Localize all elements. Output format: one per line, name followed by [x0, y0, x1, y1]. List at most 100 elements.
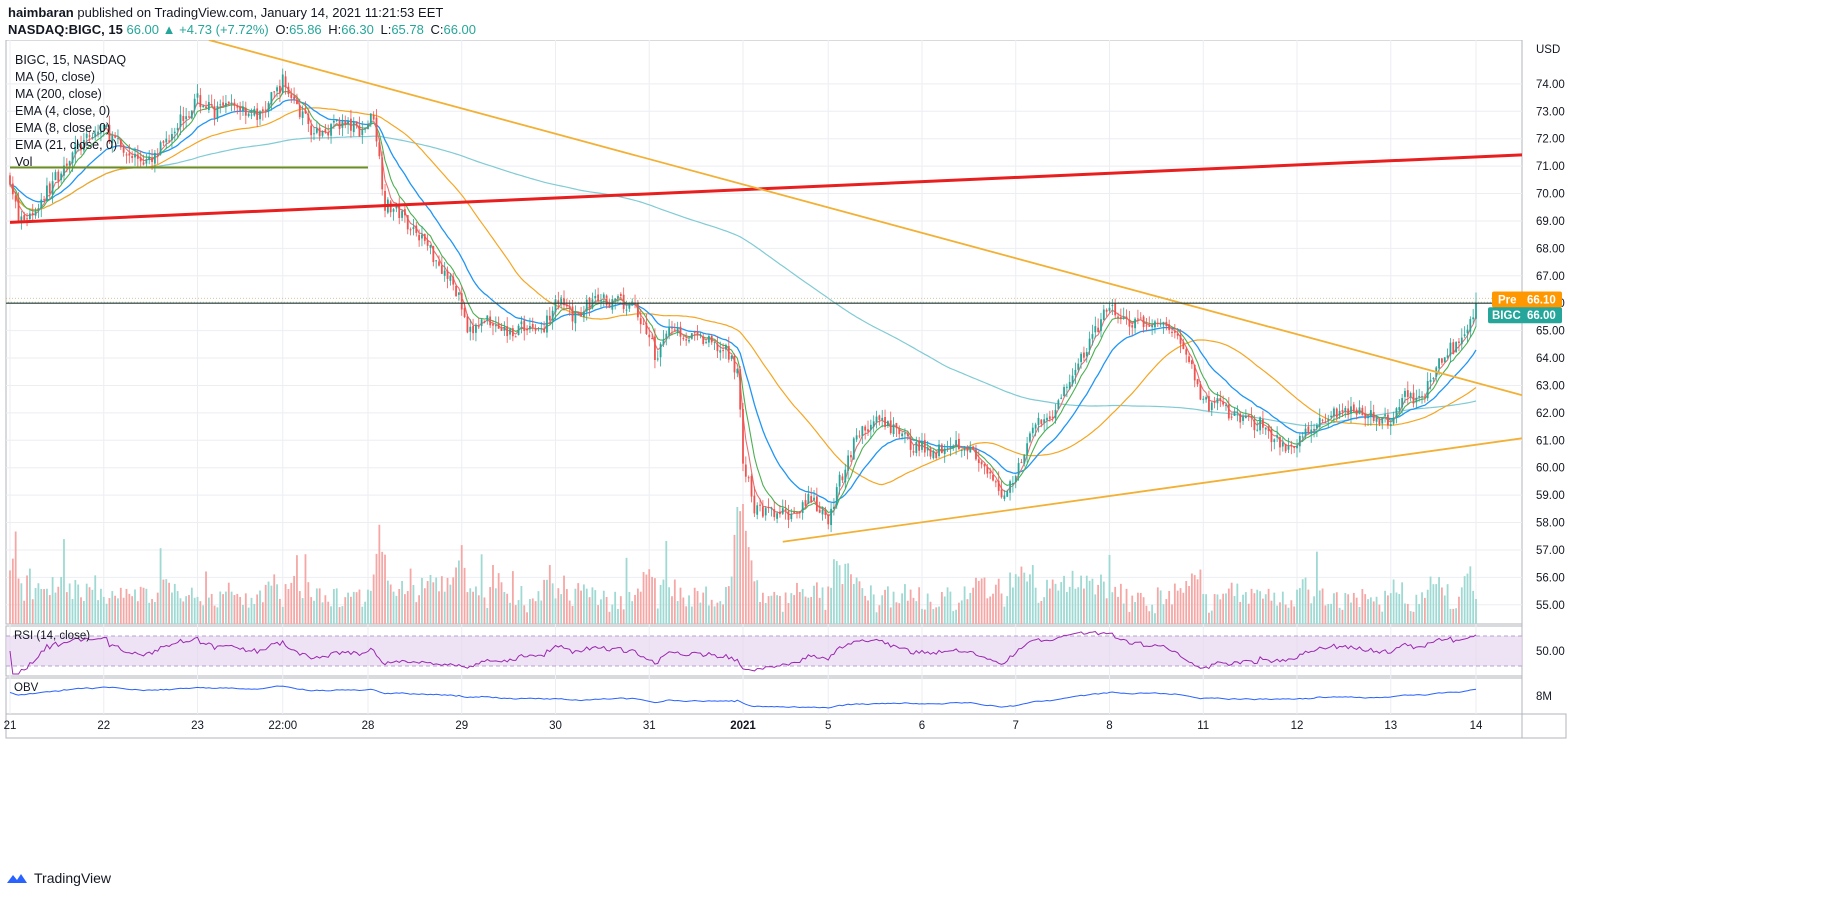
candle-body [426, 240, 429, 246]
candle-body [1259, 417, 1261, 431]
volume-bar [551, 583, 554, 624]
volume-bar [281, 606, 284, 624]
candle-body [699, 334, 702, 336]
legend-ema21[interactable]: EMA (21, close, 0) [15, 138, 118, 152]
candle-body [338, 120, 341, 129]
symbol: NASDAQ:BIGC, 15 [8, 22, 123, 37]
y-tick-label: 70.00 [1536, 189, 1565, 201]
y-tick-label: 59.00 [1536, 490, 1565, 502]
legend-ema8[interactable]: EMA (8, close, 0) [15, 121, 111, 135]
volume-bar [597, 605, 600, 624]
candle-body [1423, 396, 1426, 398]
candle-body [1455, 342, 1458, 353]
candle-body [511, 328, 514, 337]
legend-ema4[interactable]: EMA (4, close, 0) [15, 104, 111, 118]
volume-bar [256, 594, 259, 624]
last-price: 66.00 [126, 22, 160, 37]
legend-ma50[interactable]: MA (50, close) [15, 70, 95, 84]
volume-bar [364, 601, 367, 624]
candle-body [1131, 325, 1134, 328]
candle-body [605, 295, 608, 306]
candle-body [457, 292, 460, 295]
author[interactable]: haimbaran [8, 5, 74, 20]
volume-bar [793, 595, 796, 624]
volume-bar [821, 587, 824, 624]
candle-body [821, 509, 824, 515]
volume-bar [179, 598, 182, 624]
candle-body [372, 115, 375, 120]
candle-body [526, 329, 528, 331]
volume-bar [296, 555, 298, 624]
candle-body [460, 293, 463, 310]
candle-body [568, 305, 571, 309]
trendlines[interactable] [5, 40, 1547, 543]
candle-body [838, 474, 841, 487]
price-chart[interactable]: RSI (14, close) 50.00 OBV 8M USD 55.00 56.00 5… [0, 40, 1828, 860]
volume-bar [199, 601, 202, 624]
volume-bar [1071, 570, 1074, 624]
candle-body [835, 487, 838, 506]
candle-body [1114, 303, 1117, 316]
volume-bar [1352, 592, 1355, 624]
candle-body [776, 513, 778, 519]
volume-bar [739, 511, 742, 624]
volume-bar [1091, 578, 1094, 624]
candle-body [205, 106, 207, 109]
y-tick-label: 57.00 [1536, 545, 1565, 557]
volume-bar [1088, 580, 1091, 624]
candle-body [401, 210, 403, 218]
volume-bar [642, 572, 645, 624]
candle-body [1199, 383, 1202, 400]
volume-bar [810, 596, 813, 624]
candle-body [744, 464, 747, 477]
candle-body [435, 260, 438, 262]
volume-bar [168, 582, 171, 624]
volume-bar [423, 588, 426, 624]
candle-body [932, 450, 935, 459]
volume-bar [827, 586, 830, 624]
publish-info: haimbaran published on TradingView.com, … [8, 5, 443, 20]
volume-bar [415, 602, 418, 624]
volume-bar [708, 605, 710, 624]
candle-body [1452, 342, 1455, 354]
legend-vol[interactable]: Vol [15, 155, 33, 169]
candle-body [690, 333, 693, 339]
candle-body [1361, 407, 1364, 416]
candle-body [827, 514, 830, 525]
volume-bar [341, 606, 344, 624]
volume-bar [1335, 592, 1338, 624]
candle-body [1253, 419, 1256, 431]
volume-bar [264, 584, 267, 624]
candle-body [1381, 417, 1384, 424]
time-axis[interactable]: 21 22 23 22:00 28 29 30 31 2021 5 6 7 8 11 12 13 14 [4, 720, 1483, 732]
candle-body [807, 494, 810, 504]
candle-body [943, 448, 946, 454]
candle-body [418, 234, 421, 241]
candle-body [1250, 416, 1253, 418]
candle-body [1108, 307, 1111, 311]
candle-body [1085, 352, 1088, 357]
volume-bar [1426, 589, 1429, 624]
legend-ma200[interactable]: MA (200, close) [15, 87, 102, 101]
volume-bar [148, 602, 151, 624]
volume-bar [182, 601, 185, 624]
premarket-band [5, 297, 1523, 303]
volume-bar [938, 606, 940, 624]
volume-bar [779, 595, 781, 624]
volume-bar [844, 563, 847, 624]
candle-body [1298, 436, 1301, 447]
candle-body [975, 449, 977, 460]
volume-bar [440, 576, 443, 624]
candle-body [1060, 397, 1063, 399]
volume-bar [798, 592, 801, 624]
footer-brand[interactable]: TradingView [6, 870, 111, 886]
price-axis[interactable]: USD 55.00 56.00 57.00 58.00 59.00 60.00 61.00 62… [1488, 44, 1565, 612]
candle-body [810, 496, 813, 502]
candle-body [1330, 415, 1333, 418]
volume-bar [628, 591, 631, 624]
candle-body [148, 156, 151, 161]
volume-bar [671, 596, 673, 624]
candle-body [1355, 409, 1358, 415]
x-tick-label: 31 [643, 720, 656, 732]
legend-symbol[interactable]: BIGC, 15, NASDAQ [15, 53, 127, 67]
